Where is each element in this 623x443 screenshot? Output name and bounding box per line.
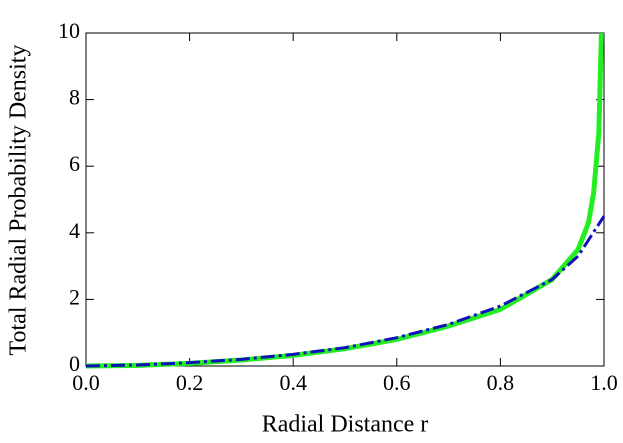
line-series xyxy=(85,32,604,369)
x-tick-label: 0.8 xyxy=(487,370,515,395)
y-tick-label: 10 xyxy=(58,18,80,43)
x-tick-label: 0.0 xyxy=(72,370,100,395)
x-axis-title: Radial Distance r xyxy=(262,412,429,438)
x-tick-label: 1.0 xyxy=(590,370,618,395)
x-tick-label: 0.2 xyxy=(176,370,204,395)
line-series xyxy=(85,215,606,368)
y-tick-label: 4 xyxy=(69,218,80,243)
x-tick-label: 0.4 xyxy=(279,370,307,395)
y-tick-label: 0 xyxy=(69,351,80,376)
y-axis-title: Total Radial Probability Density xyxy=(6,45,32,356)
x-tick-label: 0.6 xyxy=(383,370,411,395)
y-tick-label: 8 xyxy=(69,85,80,110)
y-tick-label: 6 xyxy=(69,151,80,176)
y-tick-label: 2 xyxy=(69,284,80,309)
plot-frame xyxy=(85,32,605,367)
